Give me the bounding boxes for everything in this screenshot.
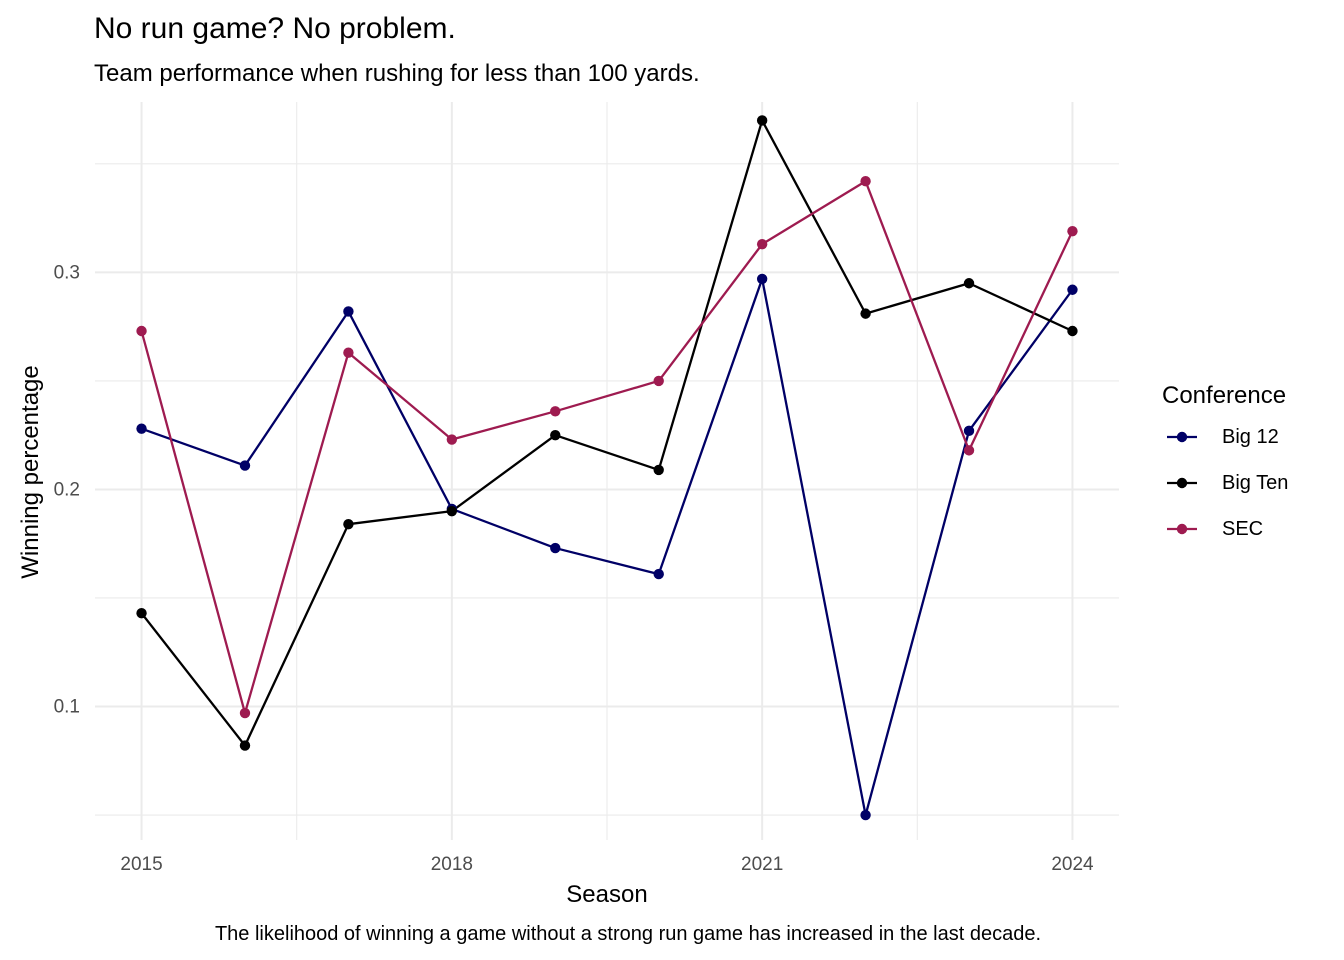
legend-label: Big 12 bbox=[1222, 425, 1279, 448]
legend: Conference Big 12 Big Ten SEC bbox=[1162, 378, 1288, 552]
data-point-big-12 bbox=[550, 542, 561, 554]
series-line-big-ten bbox=[140, 119, 1073, 747]
data-point-big-12 bbox=[756, 273, 768, 285]
data-point-big-ten bbox=[343, 518, 354, 530]
data-point-big-ten bbox=[446, 505, 458, 517]
legend-key-sec bbox=[1167, 523, 1197, 535]
chart-title: No run game? No problem. bbox=[94, 12, 456, 45]
data-point-sec bbox=[1067, 225, 1078, 237]
y-tick-labels: 0.1 0.2 0.3 bbox=[54, 262, 80, 717]
data-point-big-12 bbox=[653, 568, 664, 580]
data-point-sec bbox=[136, 325, 147, 337]
data-point-sec bbox=[963, 445, 975, 456]
y-tick-label: 0.1 bbox=[54, 697, 80, 718]
data-point-sec bbox=[239, 707, 251, 719]
legend-item-sec: SEC bbox=[1162, 506, 1288, 552]
x-tick-label: 2024 bbox=[1051, 854, 1094, 875]
x-tick-labels: 2015 2018 2021 2024 bbox=[120, 854, 1094, 875]
data-point-big-ten bbox=[860, 308, 871, 319]
y-tick-label: 0.2 bbox=[54, 479, 80, 500]
data-point-sec bbox=[653, 375, 664, 387]
data-point-big-12 bbox=[343, 306, 354, 317]
x-tick-label: 2018 bbox=[431, 854, 473, 875]
data-point-sec bbox=[756, 238, 768, 250]
series-lines bbox=[140, 119, 1074, 817]
legend-key-big-ten bbox=[1167, 477, 1197, 489]
legend-label: Big Ten bbox=[1222, 471, 1289, 494]
x-tick-label: 2015 bbox=[120, 854, 162, 875]
chart-subtitle: Team performance when rushing for less t… bbox=[94, 60, 700, 87]
data-point-sec bbox=[550, 406, 561, 417]
y-tick-label: 0.3 bbox=[54, 262, 80, 283]
major-gridlines bbox=[95, 102, 1119, 840]
data-point-big-12 bbox=[136, 423, 147, 434]
data-point-big-12 bbox=[860, 809, 871, 821]
data-point-big-12 bbox=[239, 460, 251, 471]
chart-caption: The likelihood of winning a game without… bbox=[214, 923, 1042, 945]
x-axis-label: Season bbox=[566, 881, 647, 908]
data-point-sec bbox=[343, 347, 354, 358]
legend-label: SEC bbox=[1222, 517, 1264, 540]
y-axis-label: Winning percentage bbox=[17, 365, 44, 578]
data-point-big-ten bbox=[963, 278, 975, 289]
series-points bbox=[136, 115, 1078, 821]
series-line-big-12 bbox=[141, 277, 1074, 817]
legend-item-big-ten: Big Ten bbox=[1162, 460, 1288, 506]
x-tick-label: 2021 bbox=[741, 854, 783, 875]
minor-gridlines bbox=[95, 102, 1119, 840]
data-point-big-ten bbox=[756, 115, 768, 126]
data-point-big-ten bbox=[239, 740, 251, 751]
data-point-big-ten bbox=[136, 607, 147, 619]
legend-item-big-12: Big 12 bbox=[1162, 414, 1288, 460]
data-point-sec bbox=[860, 176, 871, 187]
series-line-sec bbox=[140, 180, 1074, 715]
data-point-big-ten bbox=[550, 429, 561, 441]
legend-key-big-12 bbox=[1167, 431, 1197, 443]
data-point-big-12 bbox=[1067, 284, 1078, 295]
data-point-sec bbox=[446, 434, 458, 445]
data-point-big-ten bbox=[653, 464, 664, 476]
data-point-big-ten bbox=[1067, 325, 1078, 337]
data-point-big-12 bbox=[963, 425, 975, 437]
legend-title: Conference bbox=[1162, 382, 1287, 409]
